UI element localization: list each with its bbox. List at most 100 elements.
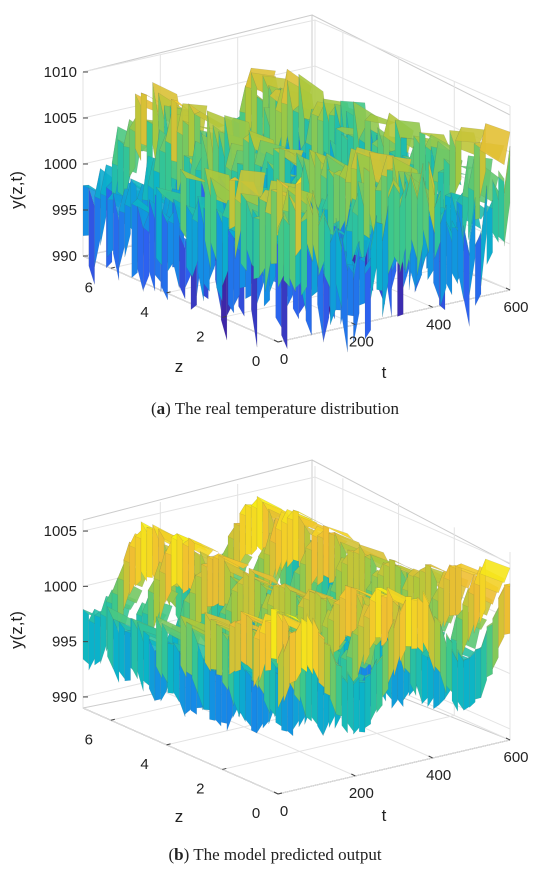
surface-patch [289,197,296,292]
surface-patch [195,571,202,626]
surface-patch [449,565,456,617]
surface-patch [504,146,511,247]
surface-patch [256,495,263,553]
surface-patch [112,192,120,281]
surface-patch [492,180,499,244]
surface-patch [417,163,424,276]
z-tick-mark [277,340,283,343]
surface-skin [504,583,511,587]
surface-patch [369,589,376,650]
surface-patch [265,620,272,671]
surface-patch [246,614,253,671]
surface-patch [131,618,138,680]
surface-patch [135,93,142,161]
surface-skin [480,185,487,240]
surface-skin [353,676,360,685]
surface-patch [376,654,383,714]
surface-patch [140,92,147,147]
surface-patch [322,524,330,579]
surface-skin [498,169,505,183]
surface-patch [180,168,187,239]
surface-skin [341,233,348,271]
surface-patch [347,673,354,732]
surface-skin [469,197,476,244]
surface-patch [140,520,147,583]
surface-patch [498,586,505,649]
surface-patch [179,235,186,300]
surface-patch [382,205,389,318]
surface-patch [295,176,302,257]
surface-patch [148,199,156,292]
surface-patch [455,563,462,617]
surface-patch [434,615,441,674]
surface-patch [170,533,178,588]
surface-skin [479,123,511,166]
surface-skin [475,231,482,247]
y-tick-label: 995 [52,634,77,651]
caption-text: The real temperature distribution [170,399,399,418]
t-tick-mark [428,755,433,759]
surface-patch [112,618,120,683]
surface-patch [173,641,180,703]
surface-patch [411,598,418,650]
surface-patch [475,647,482,700]
surface-patch [311,666,318,726]
surface-patch [245,669,252,728]
z-ticks: 0 2 4 6 [85,718,283,822]
surface-skin [324,641,331,647]
surface-patch [135,530,142,587]
caption-letter: a [156,399,166,418]
surface-patch [446,635,453,693]
surface-patch [143,630,150,686]
surface-patch [212,553,219,607]
surface-patch [405,172,412,274]
y-tick-label: 995 [52,202,77,219]
surface-patch [82,608,89,665]
y-ticks: 990 995 1000 1005 1010 [44,64,88,265]
caption-letter: b [174,845,184,864]
surface-patch [229,620,236,675]
surface-patch [209,669,216,721]
t-tick-mark [428,304,433,308]
surface-skin [504,146,511,194]
surface-skin [422,590,429,604]
surface-patch [428,605,435,672]
surface-patch [251,680,258,734]
surface-skin [475,646,482,652]
surface-patch [167,642,174,694]
surface-patch [186,621,193,676]
caption-b: (b) The model predicted output [168,845,382,864]
surface-skin [347,671,354,683]
surface-skin [434,190,441,208]
z-tick-label: 4 [140,304,148,321]
caption-text: The model predicted output [189,845,382,864]
z-axis-label: z [175,807,184,826]
surface-skin [324,214,331,232]
surface-skin [479,558,511,584]
t-axis-label: t [382,363,387,382]
z-ticks: 0 2 4 6 [85,266,283,370]
y-ticks: 990 995 1000 1005 [44,523,88,706]
surface-patch [318,632,325,688]
surface-skin [353,241,360,281]
surface-patch [107,606,114,669]
surface-patch [341,675,348,734]
surface-skin [446,632,453,644]
surface-patch [176,532,183,591]
surface-patch [118,620,125,680]
surface-patch [306,197,313,262]
surface-skin [359,256,366,263]
surface-skin [323,525,354,541]
surface-patch [301,617,308,673]
surface-patch [117,564,124,629]
surface [82,495,511,737]
y-tick-label: 1005 [44,110,77,127]
surface-skin [318,208,325,226]
surface-patch [253,216,260,280]
surface-patch [246,200,253,267]
surface-patch [359,256,366,306]
surface-patch [305,245,312,336]
surface-patch [376,222,383,292]
surface-patch [292,509,299,562]
t-tick-label: 600 [503,299,528,316]
